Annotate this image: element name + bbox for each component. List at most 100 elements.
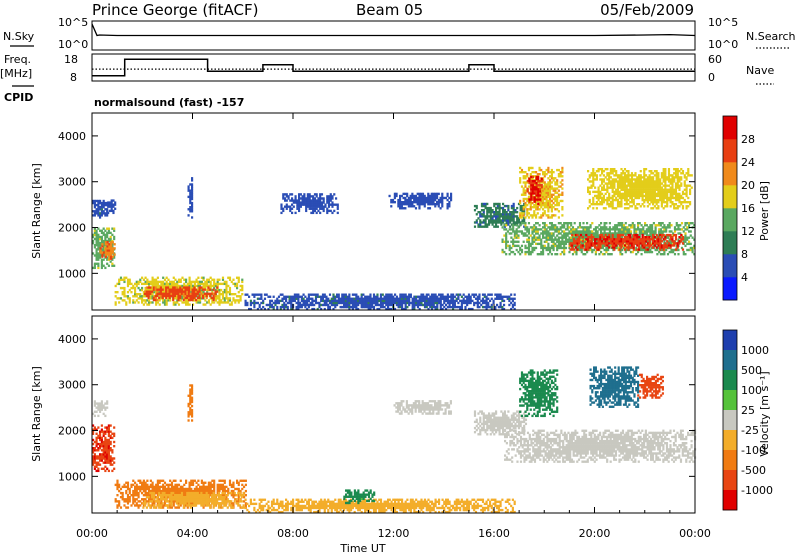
heatmap-cell: [563, 246, 566, 250]
heatmap-cell: [480, 299, 483, 303]
heatmap-cell: [312, 197, 315, 200]
heatmap-cell: [519, 216, 522, 219]
heatmap-cell: [253, 293, 256, 296]
heatmap-cell: [428, 203, 432, 206]
heatmap-cell: [605, 226, 608, 229]
heatmap-cell: [636, 182, 639, 185]
heatmap-cell: [167, 284, 170, 288]
heatmap-cell: [522, 240, 525, 243]
heatmap-cell: [645, 246, 648, 250]
heatmap-cell: [674, 238, 678, 241]
heatmap-cell: [655, 172, 658, 175]
heatmap-cell: [113, 256, 116, 259]
heatmap-cell: [638, 228, 641, 231]
heatmap-cell: [648, 176, 651, 179]
heatmap-cell: [625, 194, 628, 198]
heatmap-cell: [590, 240, 593, 243]
heatmap-cell: [540, 186, 543, 189]
heatmap-cell: [659, 196, 662, 200]
heatmap-cell: [95, 203, 98, 207]
heatmap-cell: [232, 278, 235, 281]
heatmap-cell: [199, 293, 202, 296]
heatmap-cell: [306, 205, 309, 208]
heatmap-cell: [95, 237, 98, 241]
heatmap-cell: [407, 201, 410, 204]
heatmap-cell: [537, 194, 540, 197]
heatmap-cell: [646, 182, 649, 185]
heatmap-cell: [427, 307, 430, 311]
heatmap-cell: [578, 242, 581, 245]
heatmap-cell: [618, 233, 621, 237]
heatmap-cell: [331, 203, 334, 206]
heatmap-cell: [550, 203, 553, 207]
heatmap-cell: [371, 299, 374, 303]
heatmap-cell: [173, 290, 177, 293]
heatmap-cell: [104, 235, 107, 239]
heatmap-cell: [490, 307, 493, 311]
heatmap-cell: [623, 190, 627, 194]
heatmap-cell: [151, 276, 154, 279]
heatmap-cell: [276, 307, 279, 311]
heatmap-cell: [549, 193, 552, 196]
heatmap-cell: [387, 303, 390, 307]
heatmap-cell: [666, 203, 669, 206]
heatmap-cell: [550, 175, 553, 178]
heatmap-cell: [413, 201, 416, 204]
heatmap-cell: [295, 293, 298, 296]
heatmap-cell: [175, 290, 178, 293]
heatmap-cell: [495, 206, 498, 210]
heatmap-cell: [523, 225, 526, 228]
heatmap-cell: [365, 297, 369, 300]
heatmap-cell: [158, 295, 161, 298]
heatmap-cell: [425, 201, 428, 204]
heatmap-cell: [406, 201, 409, 204]
heatmap-cell: [669, 198, 672, 202]
heatmap-cell: [550, 206, 553, 209]
heatmap-cell: [499, 297, 502, 300]
heatmap-cell: [505, 228, 508, 231]
heatmap-cell: [648, 170, 651, 173]
heatmap-cell: [502, 217, 505, 220]
heatmap-cell: [547, 206, 550, 209]
heatmap-cell: [550, 193, 553, 196]
heatmap-cell: [318, 303, 321, 307]
heatmap-cell: [594, 228, 597, 231]
heatmap-cell: [154, 296, 157, 300]
heatmap-cell: [655, 170, 658, 173]
heatmap-cell: [662, 192, 665, 196]
heatmap-cell: [533, 236, 536, 239]
heatmap-cell: [186, 288, 189, 291]
heatmap-cell: [547, 230, 550, 233]
heatmap-cell: [269, 303, 272, 307]
heatmap-cell: [617, 230, 620, 233]
heatmap-cell: [299, 193, 302, 196]
heatmap-cell: [337, 295, 340, 298]
heatmap-cell: [154, 298, 157, 302]
heatmap-cell: [650, 176, 653, 179]
heatmap-cell: [652, 201, 655, 204]
heatmap-cell: [93, 203, 96, 207]
heatmap-cell: [400, 203, 403, 206]
heatmap-cell: [660, 233, 663, 237]
heatmap-cell: [357, 307, 360, 311]
heatmap-cell: [320, 197, 324, 200]
heatmap-cell: [671, 244, 674, 247]
heatmap-cell: [561, 179, 564, 182]
heatmap-cell: [378, 307, 381, 311]
heatmap-cell: [496, 295, 499, 298]
heatmap-cell: [341, 301, 344, 305]
heatmap-cell: [501, 240, 504, 243]
heatmap-cell: [611, 205, 614, 208]
heatmap-cell: [110, 205, 113, 208]
heatmap-cell: [602, 238, 605, 241]
heatmap-cell: [383, 297, 386, 300]
heatmap-cell: [557, 210, 560, 213]
heatmap-cell: [595, 238, 598, 241]
heatmap-cell: [599, 184, 602, 187]
heatmap-cell: [310, 203, 313, 206]
heatmap-cell: [141, 276, 144, 279]
heatmap-cell: [501, 295, 504, 298]
heatmap-cell: [176, 284, 179, 288]
heatmap-cell: [527, 230, 531, 233]
heatmap-cell: [220, 301, 223, 304]
